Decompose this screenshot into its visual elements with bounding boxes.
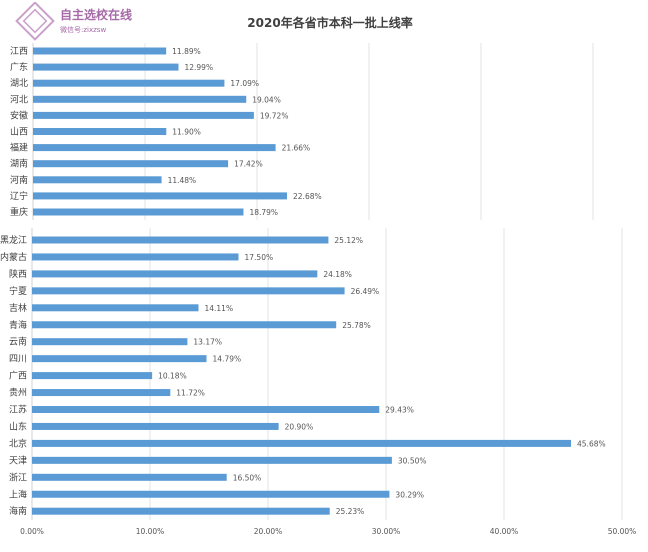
category-label: 黑龙江 bbox=[0, 234, 27, 246]
x-tick-label: 10.00% bbox=[136, 527, 165, 536]
category-label: 山东 bbox=[9, 420, 27, 432]
category-label: 吉林 bbox=[9, 302, 27, 314]
category-label: 河北 bbox=[10, 93, 28, 105]
bar bbox=[32, 439, 572, 447]
bar bbox=[33, 128, 167, 135]
bar bbox=[33, 160, 229, 168]
bar bbox=[32, 253, 239, 261]
data-label: 19.72% bbox=[260, 111, 289, 120]
category-label: 海南 bbox=[9, 505, 27, 517]
x-tick-label: 30.00% bbox=[372, 527, 401, 536]
bar bbox=[33, 144, 276, 152]
category-label: 湖南 bbox=[10, 158, 28, 170]
data-label: 22.68% bbox=[293, 192, 322, 201]
data-label: 29.43% bbox=[385, 406, 414, 415]
bar bbox=[32, 372, 153, 380]
x-tick-label: 20.00% bbox=[254, 527, 283, 536]
x-tick-label: 50.00% bbox=[608, 527, 637, 536]
data-label: 45.68% bbox=[577, 439, 606, 448]
bar bbox=[33, 111, 254, 119]
bar bbox=[33, 95, 247, 103]
x-tick-label: 40.00% bbox=[490, 527, 519, 536]
category-label: 北京 bbox=[9, 437, 27, 449]
chart-title: 2020年各省市本科一批上线率 bbox=[247, 15, 412, 30]
category-label: 浙江 bbox=[9, 471, 27, 483]
watermark-logo: 自主选校在线 微信号:zixzsw bbox=[15, 2, 132, 41]
data-label: 18.79% bbox=[249, 208, 278, 217]
data-label: 26.49% bbox=[351, 287, 380, 296]
bar bbox=[32, 304, 199, 312]
data-label: 11.90% bbox=[172, 128, 201, 137]
category-label: 安徽 bbox=[10, 109, 28, 121]
category-label: 天津 bbox=[9, 455, 27, 466]
category-label: 青海 bbox=[9, 319, 27, 331]
data-label: 20.90% bbox=[285, 422, 314, 431]
data-label: 17.50% bbox=[245, 253, 274, 262]
bar bbox=[32, 236, 329, 244]
bar bbox=[33, 176, 162, 184]
bar bbox=[33, 208, 244, 216]
category-label: 江苏 bbox=[9, 404, 27, 416]
logo-text-line1: 自主选校在线 bbox=[60, 7, 132, 22]
category-label: 宁夏 bbox=[9, 285, 27, 297]
category-label: 广东 bbox=[10, 61, 28, 73]
bar bbox=[32, 355, 207, 363]
bar bbox=[32, 507, 330, 515]
category-label: 上海 bbox=[9, 488, 27, 500]
x-tick-label: 0.00% bbox=[20, 527, 44, 536]
category-label: 山西 bbox=[10, 127, 28, 138]
bar bbox=[32, 287, 345, 295]
data-label: 14.11% bbox=[204, 304, 233, 313]
data-label: 25.78% bbox=[342, 321, 371, 330]
data-label: 11.89% bbox=[172, 47, 201, 56]
category-label: 内蒙古 bbox=[0, 251, 27, 263]
data-label: 10.18% bbox=[158, 372, 187, 381]
data-label: 12.99% bbox=[184, 63, 213, 72]
bar bbox=[32, 490, 390, 498]
data-label: 21.66% bbox=[282, 144, 311, 153]
bar bbox=[33, 47, 167, 55]
data-label: 30.29% bbox=[395, 490, 424, 499]
data-label: 17.09% bbox=[230, 79, 259, 88]
bar bbox=[32, 338, 188, 346]
logo-text-line2: 微信号:zixzsw bbox=[60, 25, 106, 34]
bar bbox=[32, 389, 171, 397]
data-label: 11.72% bbox=[176, 389, 205, 398]
bar bbox=[32, 406, 380, 413]
data-label: 13.17% bbox=[193, 338, 222, 347]
category-label: 福建 bbox=[10, 142, 28, 154]
data-label: 16.50% bbox=[233, 473, 262, 482]
bar bbox=[33, 63, 179, 71]
category-label: 重庆 bbox=[10, 206, 28, 218]
data-label: 17.42% bbox=[234, 160, 263, 169]
category-label: 云南 bbox=[9, 336, 27, 348]
category-label: 四川 bbox=[9, 355, 27, 365]
bar bbox=[33, 192, 288, 200]
category-label: 河南 bbox=[10, 174, 28, 186]
bar bbox=[33, 79, 225, 87]
data-label: 25.23% bbox=[336, 507, 365, 516]
category-label: 辽宁 bbox=[10, 190, 28, 202]
data-label: 24.18% bbox=[323, 270, 352, 279]
category-label: 湖北 bbox=[10, 78, 28, 89]
category-label: 贵州 bbox=[9, 387, 27, 399]
logo-diamond-icon bbox=[15, 2, 55, 41]
bar bbox=[32, 456, 392, 464]
bar bbox=[32, 422, 279, 430]
category-label: 江西 bbox=[10, 46, 28, 57]
bar bbox=[32, 473, 227, 481]
bar bbox=[32, 321, 337, 329]
data-label: 30.50% bbox=[398, 456, 427, 465]
category-label: 广西 bbox=[9, 370, 27, 382]
bar bbox=[32, 270, 318, 278]
data-label: 19.04% bbox=[252, 95, 281, 104]
data-label: 11.48% bbox=[168, 176, 197, 185]
data-label: 25.12% bbox=[334, 236, 363, 245]
category-label: 陕西 bbox=[9, 268, 27, 280]
data-label: 14.79% bbox=[213, 355, 242, 364]
